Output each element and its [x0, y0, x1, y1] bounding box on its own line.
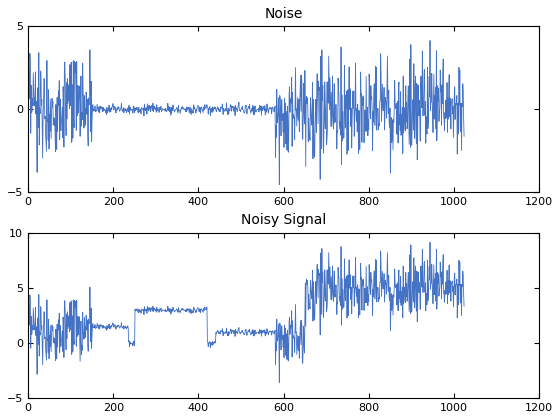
Title: Noisy Signal: Noisy Signal — [241, 213, 326, 228]
Title: Noise: Noise — [264, 7, 303, 21]
